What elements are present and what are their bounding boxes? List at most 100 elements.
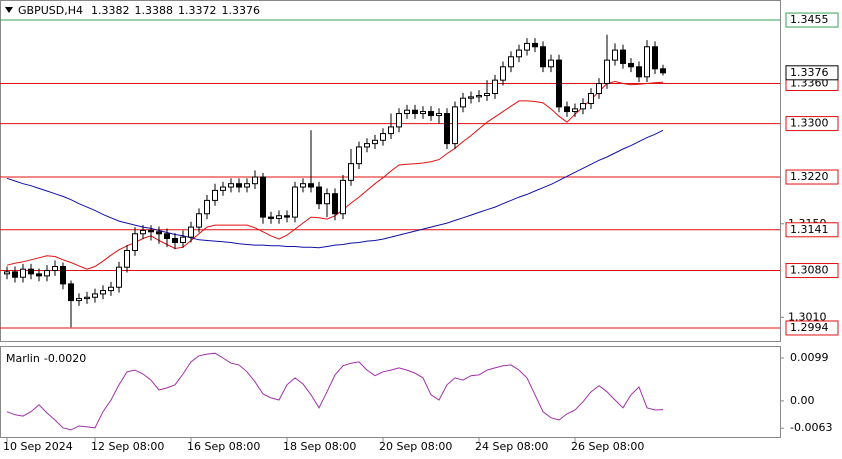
candle-body xyxy=(92,293,98,298)
candle-body xyxy=(52,266,58,272)
candle-body xyxy=(556,59,562,108)
candle-body xyxy=(156,231,162,235)
candle-body xyxy=(60,266,66,285)
candle-body xyxy=(404,109,410,115)
candle-body xyxy=(644,46,650,78)
candle-body xyxy=(532,42,538,48)
candle-body xyxy=(148,229,154,233)
y-tick-label: 1.3010 xyxy=(788,310,827,323)
indicator-name: Marlin xyxy=(6,352,40,365)
candle-body xyxy=(468,96,474,99)
candle-body xyxy=(420,111,426,115)
x-tick-label: 18 Sep 08:00 xyxy=(283,440,356,453)
candle-body xyxy=(36,273,42,277)
candle-body xyxy=(76,298,82,302)
candle-body xyxy=(324,193,330,205)
indicator-tick-label: 0.00 xyxy=(790,394,815,407)
candle-body xyxy=(292,186,298,218)
candle-body xyxy=(196,213,202,228)
candle-body xyxy=(20,268,26,278)
main-pane-frame xyxy=(0,0,781,342)
candle-body xyxy=(100,290,106,295)
candle-body xyxy=(604,59,610,84)
header-low: 1.3372 xyxy=(178,4,217,17)
candle-body xyxy=(220,186,226,191)
candle-body xyxy=(4,271,10,275)
header-open: 1.3382 xyxy=(91,4,130,17)
chart-header: GBPUSD,H4 1.3382 1.3388 1.3372 1.3376 xyxy=(18,4,260,17)
candle-body xyxy=(372,139,378,145)
candle-body xyxy=(612,49,618,61)
x-tick-label: 26 Sep 08:00 xyxy=(571,440,644,453)
candle-body xyxy=(252,176,258,185)
indicator-header: Marlin -0.0020 xyxy=(6,352,86,365)
price-label: 1.3376 xyxy=(790,66,829,79)
level-label-box xyxy=(785,12,839,28)
candle-body xyxy=(564,106,570,113)
candle-body xyxy=(356,146,362,165)
level-label-box xyxy=(785,222,839,238)
candle-body xyxy=(44,270,50,277)
candle-body xyxy=(116,266,122,288)
candle-body xyxy=(180,236,186,243)
moving-average xyxy=(6,129,664,249)
candle-body xyxy=(260,176,266,218)
candle-body xyxy=(412,109,418,115)
collapse-icon xyxy=(5,7,13,13)
candle-body xyxy=(68,283,74,302)
candle-body xyxy=(132,233,138,251)
candle-body xyxy=(580,103,586,110)
header-high: 1.3388 xyxy=(134,4,173,17)
candle-body xyxy=(284,215,290,218)
candle-body xyxy=(572,108,578,113)
level-label: 1.3220 xyxy=(790,170,829,183)
candle-body xyxy=(388,126,394,135)
candle-body xyxy=(172,237,178,243)
candle-body xyxy=(300,183,306,188)
candle-body xyxy=(268,216,274,219)
candle-body xyxy=(340,179,346,215)
candle-body xyxy=(316,186,322,205)
candle-body xyxy=(276,215,282,219)
indicator-pane-frame xyxy=(0,346,781,438)
indicator-tick-label: 0.0099 xyxy=(790,351,829,364)
candle-body xyxy=(492,79,498,95)
candle-body xyxy=(308,183,314,188)
candle-body xyxy=(444,113,450,145)
candle-body xyxy=(500,66,506,81)
candle-body xyxy=(540,46,546,68)
candle-body xyxy=(12,271,18,278)
candle-body xyxy=(212,189,218,201)
level-label-box xyxy=(785,169,839,185)
candle-body xyxy=(244,183,250,188)
candle-body xyxy=(108,286,114,292)
level-label-box xyxy=(785,320,839,336)
x-tick-label: 20 Sep 08:00 xyxy=(379,440,452,453)
candle-body xyxy=(164,233,170,239)
x-tick-label: 24 Sep 08:00 xyxy=(475,440,548,453)
candle-body xyxy=(364,143,370,148)
x-tick-label: 16 Sep 08:00 xyxy=(187,440,260,453)
x-tick-label: 10 Sep 2024 xyxy=(3,440,73,453)
candle-body xyxy=(628,62,634,68)
candle-body xyxy=(476,95,482,98)
candle-body xyxy=(596,82,602,95)
level-label: 1.3455 xyxy=(790,13,829,26)
candle-body xyxy=(396,113,402,128)
candle-body xyxy=(620,49,626,64)
candle-body xyxy=(124,249,130,268)
candle-body xyxy=(228,183,234,188)
candle-body xyxy=(524,42,530,51)
candle-body xyxy=(436,113,442,117)
header-close: 1.3376 xyxy=(221,4,260,17)
candle-body xyxy=(508,56,514,68)
level-label-box xyxy=(785,116,839,132)
level-label: 1.3300 xyxy=(790,117,829,130)
candle-body xyxy=(204,199,210,215)
candle-body xyxy=(516,49,522,58)
candle-body xyxy=(588,93,594,105)
level-label: 1.3141 xyxy=(790,223,829,236)
candle-body xyxy=(428,111,434,117)
candle-body xyxy=(452,106,458,145)
